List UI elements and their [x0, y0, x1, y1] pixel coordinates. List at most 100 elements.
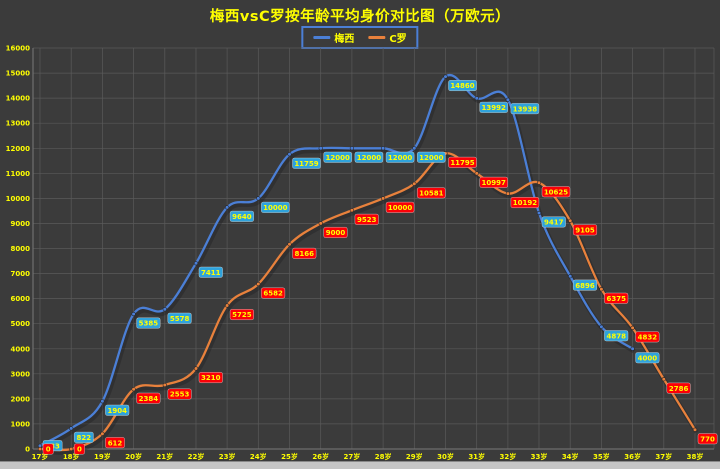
y-tick-label: 11000 — [6, 170, 30, 178]
data-label: 10000 — [388, 204, 412, 212]
y-tick-label: 0 — [25, 446, 30, 454]
data-point — [568, 218, 573, 223]
data-label: 2553 — [170, 391, 190, 399]
x-tick-label: 19岁 — [94, 452, 111, 461]
data-point — [193, 261, 199, 266]
y-tick-label: 9000 — [11, 220, 31, 228]
data-label: 12000 — [357, 154, 381, 162]
legend-item-ronaldo: C罗 — [368, 30, 407, 45]
series-line-ronaldo — [37, 151, 698, 452]
data-label: 10997 — [482, 179, 506, 187]
y-tick-label: 1000 — [11, 420, 31, 428]
data-label: 14860 — [450, 82, 474, 90]
data-label: 9523 — [357, 216, 377, 224]
x-tick-label: 22岁 — [188, 452, 205, 461]
data-label-box — [510, 103, 540, 115]
data-label-box — [417, 151, 446, 163]
data-label: 822 — [76, 434, 91, 442]
data-label: 2786 — [669, 385, 689, 393]
x-tick-label: 27岁 — [344, 452, 361, 461]
data-label: 10192 — [513, 199, 537, 207]
data-point — [100, 399, 105, 404]
x-tick-label: 37岁 — [655, 452, 672, 461]
y-tick-label: 13000 — [6, 120, 30, 128]
data-label: 10581 — [419, 189, 443, 197]
data-label-box — [261, 287, 286, 299]
x-tick-label: 17岁 — [32, 452, 49, 461]
x-tick-label: 24岁 — [250, 452, 267, 461]
data-point — [474, 96, 479, 101]
chart-title: 梅西vsC罗按年龄平均身价对比图（万欧元） — [209, 9, 511, 25]
data-point — [412, 146, 417, 151]
data-label-box — [510, 197, 540, 209]
data-label: 5578 — [170, 315, 190, 323]
data-label: 5385 — [139, 320, 159, 328]
data-labels-ronaldo: 0 0 612 2384 2553 3210 5725 6582 8166 9000 9523 100… — [42, 156, 718, 455]
y-tick-label: 3000 — [11, 370, 31, 378]
data-label-box — [697, 433, 718, 445]
x-tick-label: 23岁 — [219, 452, 236, 461]
data-label-box — [136, 392, 161, 404]
data-label: 10625 — [544, 188, 568, 196]
data-point — [69, 446, 74, 452]
data-point — [381, 146, 386, 151]
y-tick-label: 10000 — [6, 195, 30, 203]
data-label: 0 — [46, 446, 51, 454]
y-tick-label: 8000 — [11, 245, 31, 253]
data-point — [630, 325, 635, 331]
data-point — [162, 307, 167, 312]
bottom-strip — [0, 461, 720, 469]
data-label: 13938 — [513, 105, 537, 113]
x-tick-label: 26岁 — [312, 452, 329, 461]
data-label-box — [292, 247, 317, 259]
data-label-box — [292, 157, 321, 169]
data-point — [630, 346, 635, 351]
data-point — [287, 152, 292, 157]
data-point — [193, 366, 199, 371]
data-label: 11795 — [450, 159, 474, 167]
x-tick-label: 25岁 — [281, 452, 298, 461]
x-tick-label: 28岁 — [375, 452, 392, 461]
data-label-box — [604, 330, 629, 342]
data-label: 10000 — [263, 204, 287, 212]
data-label-box — [541, 216, 566, 228]
data-label: 6375 — [606, 295, 626, 303]
data-label-box — [136, 317, 161, 329]
data-point — [692, 427, 698, 432]
data-label-box — [635, 352, 660, 364]
data-point — [599, 287, 604, 292]
data-label-box — [604, 292, 629, 304]
data-point — [256, 281, 261, 287]
data-point — [474, 171, 479, 176]
data-label-box — [323, 226, 348, 238]
x-tick-label: 33岁 — [531, 452, 548, 461]
data-point — [349, 208, 355, 213]
data-point — [162, 382, 167, 388]
data-point — [505, 97, 511, 102]
x-tick-label: 32岁 — [500, 452, 517, 461]
data-point — [69, 426, 74, 431]
y-tick-label: 16000 — [6, 45, 30, 53]
data-point — [287, 242, 292, 247]
x-tick-label: 35岁 — [593, 452, 610, 461]
data-label: 12000 — [388, 154, 412, 162]
data-label-box — [105, 437, 125, 449]
data-labels-messi: 1338221904538555787411964010000117591200… — [42, 80, 660, 452]
data-label: 9640 — [232, 213, 252, 221]
data-label-box — [385, 201, 415, 213]
data-label-box — [573, 224, 598, 236]
y-tick-label: 14000 — [6, 95, 30, 103]
legend-item-messi: 梅西 — [313, 30, 354, 45]
data-point — [536, 210, 542, 216]
data-label: 4878 — [606, 332, 626, 340]
y-tick-label: 2000 — [11, 395, 31, 403]
legend-label-ronaldo: C罗 — [389, 34, 407, 45]
legend-label-messi: 梅西 — [334, 34, 355, 45]
data-label: 3210 — [201, 374, 221, 382]
data-label: 4000 — [638, 354, 658, 362]
data-label-box — [354, 151, 384, 163]
data-label-box — [323, 151, 352, 163]
data-point — [349, 146, 355, 151]
data-label: 5725 — [232, 311, 252, 319]
